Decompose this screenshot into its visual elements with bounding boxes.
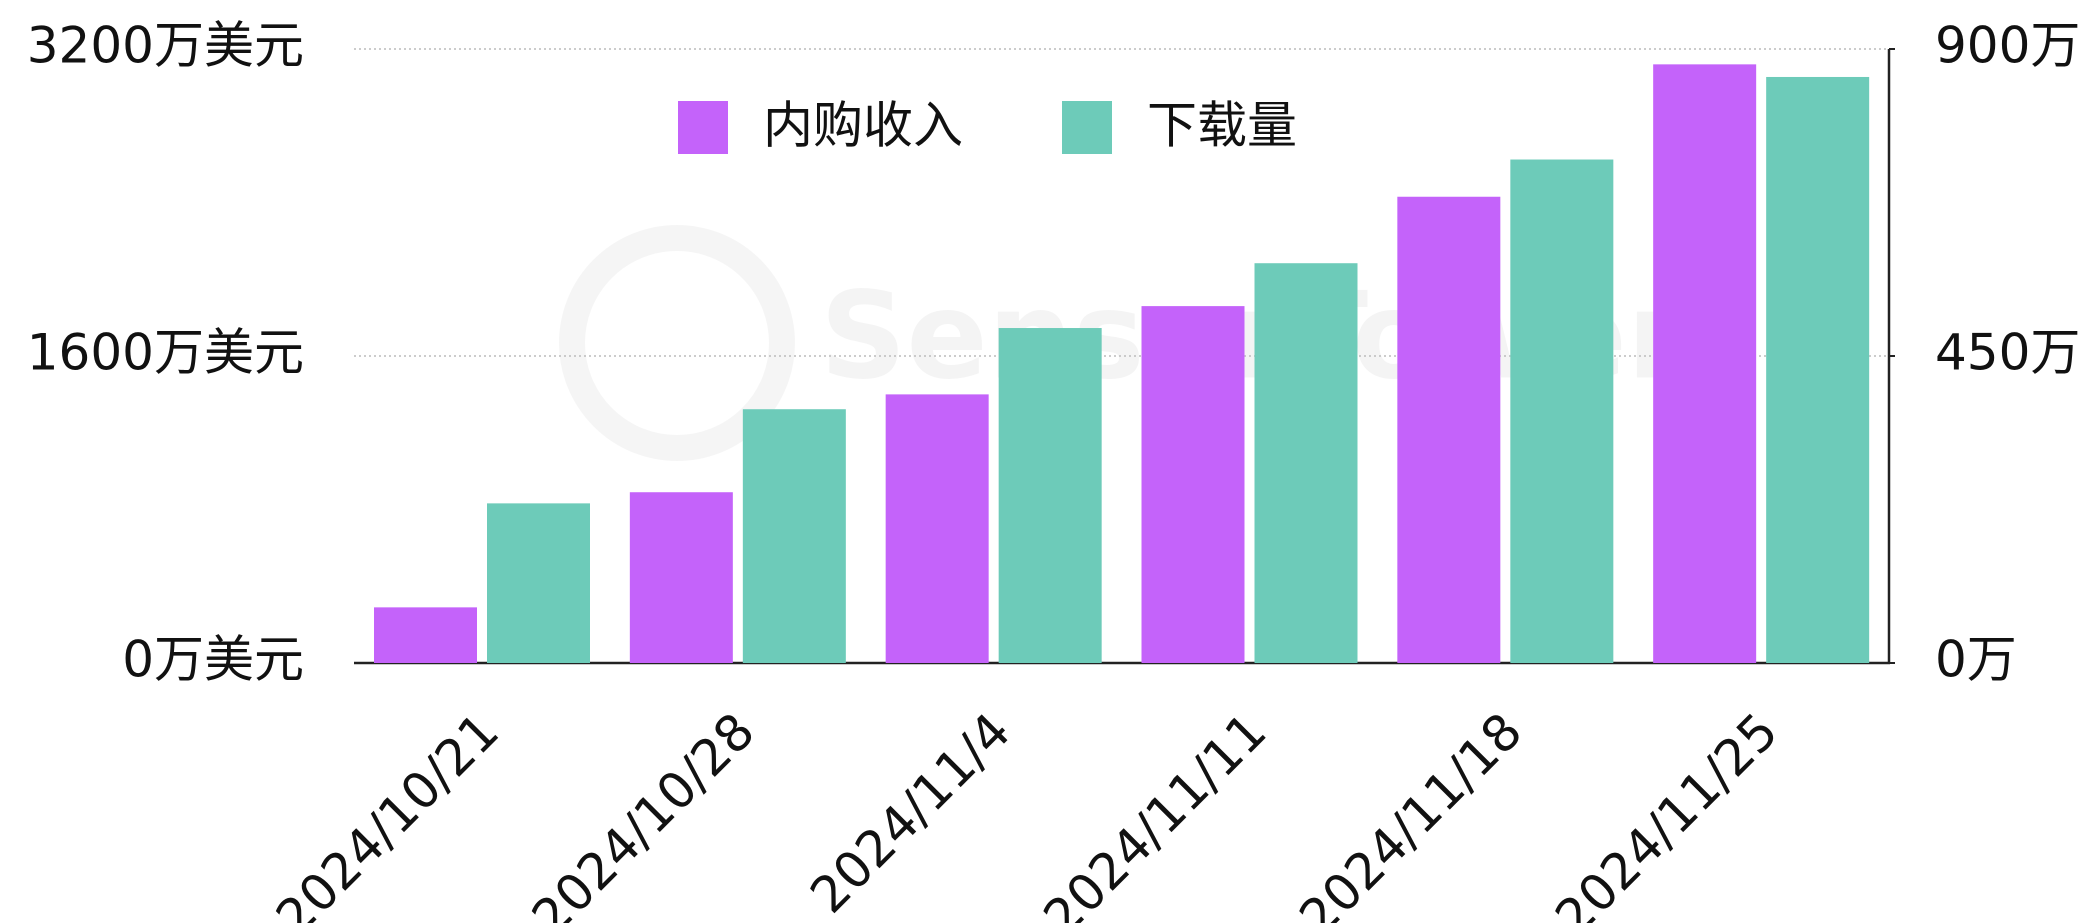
x-tick-label: 2024/11/4 [799,702,1021,923]
x-tick-label: 2024/10/28 [521,702,766,923]
bar [1653,64,1757,664]
bar [374,607,477,663]
x-tick-label: 2024/11/18 [1288,702,1533,923]
bar [1141,306,1245,663]
y-tick-label: 3200万美元 [27,17,304,75]
legend-swatch [1062,101,1112,154]
legend-label: 下载量 [1147,97,1297,155]
bar [1254,263,1358,663]
bar [1766,76,1870,663]
bar [1397,196,1501,663]
y2-tick-label: 900万 [1935,17,2080,75]
x-tick-label: 2024/11/25 [1544,702,1789,923]
bar [885,394,989,663]
bar [629,492,733,663]
bar [998,328,1102,663]
legend-swatch [678,101,728,154]
y-tick-label: 0万美元 [122,631,304,689]
bar [742,409,846,663]
watermark-logo [559,225,795,461]
y-tick-label: 1600万美元 [27,324,304,382]
bar [487,503,590,663]
x-tick-label: 2024/10/21 [265,702,510,923]
x-tick-label: 2024/11/11 [1033,702,1278,923]
y2-tick-label: 450万 [1935,324,2080,382]
legend-label: 内购收入 [763,97,963,155]
y2-tick-label: 0万 [1935,631,2017,689]
bar [1510,159,1614,663]
